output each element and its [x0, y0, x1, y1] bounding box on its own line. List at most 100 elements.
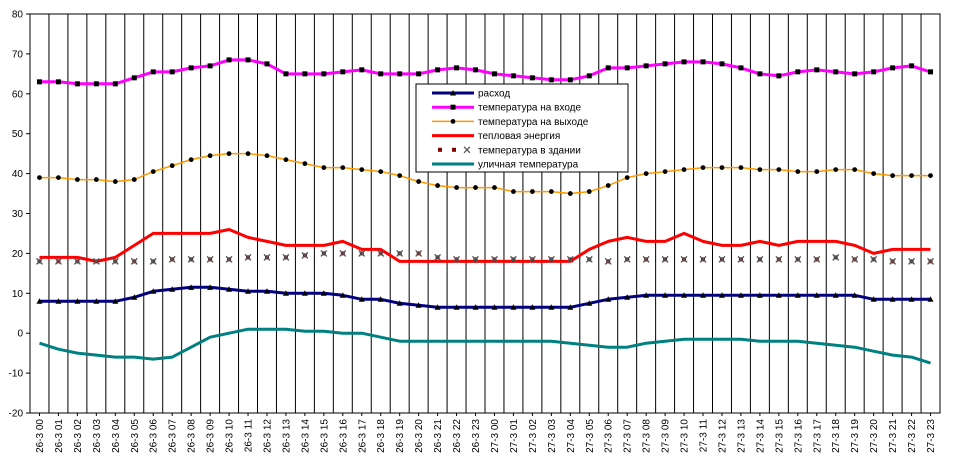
data-point	[889, 257, 897, 265]
data-point	[131, 177, 137, 182]
data-point	[55, 79, 61, 85]
data-point	[852, 167, 858, 173]
x-tick-label: 27-3 20	[869, 419, 880, 453]
data-point	[453, 304, 460, 310]
data-point	[642, 255, 650, 263]
x-tick-label: 26-3 00	[35, 419, 46, 453]
data-point	[871, 69, 877, 75]
x-tick-label: 26-3 07	[168, 419, 179, 453]
x-tick-label: 26-3 05	[130, 419, 141, 453]
data-point	[605, 65, 611, 71]
data-point	[851, 292, 858, 298]
data-point	[415, 249, 423, 257]
x-tick-label: 26-3 20	[414, 419, 425, 453]
series-2	[37, 151, 933, 196]
legend-swatch	[438, 147, 442, 152]
x-tick-label: 26-3 02	[73, 419, 84, 453]
y-tick-label: 80	[12, 10, 24, 21]
data-point	[794, 292, 801, 298]
data-point	[74, 177, 80, 182]
data-point	[909, 63, 915, 69]
data-point	[757, 167, 763, 173]
data-point	[301, 251, 309, 259]
data-point	[321, 165, 327, 171]
data-point	[586, 73, 592, 79]
series-line	[39, 228, 931, 263]
data-point	[700, 59, 706, 65]
legend-item: температура в здании	[438, 145, 581, 156]
data-point	[339, 249, 347, 257]
series-line	[39, 327, 931, 365]
data-point	[283, 71, 289, 77]
legend-swatch	[452, 147, 456, 152]
data-point	[624, 175, 630, 180]
x-tick-label: 26-3 10	[225, 419, 236, 453]
data-point	[528, 255, 536, 263]
data-point	[832, 292, 839, 298]
data-point	[339, 292, 346, 298]
data-point	[245, 288, 252, 294]
data-point	[188, 284, 195, 290]
x-tick-label: 27-3 04	[566, 419, 577, 453]
data-point	[207, 284, 214, 290]
legend-label: тепловая энергия	[478, 131, 560, 142]
data-point	[131, 75, 137, 81]
data-point	[358, 249, 366, 257]
data-point	[776, 167, 782, 173]
data-point	[150, 288, 157, 294]
data-point	[168, 255, 176, 263]
data-point	[662, 292, 669, 298]
series-4	[36, 249, 934, 265]
y-tick-label: 0	[17, 329, 23, 340]
data-point	[112, 81, 118, 87]
data-point	[397, 173, 403, 178]
data-point	[244, 253, 252, 261]
x-tick-label: 27-3 09	[661, 419, 672, 453]
legend-label: температура на входе	[478, 103, 582, 114]
data-point	[435, 67, 441, 73]
data-point	[150, 169, 156, 175]
data-point	[358, 296, 365, 302]
data-point	[566, 255, 574, 263]
series-line	[39, 152, 931, 195]
series-1	[36, 57, 934, 87]
data-point	[112, 298, 119, 304]
data-point	[908, 257, 916, 265]
legend-marker	[450, 104, 456, 110]
data-point	[718, 292, 725, 298]
data-point	[302, 71, 308, 77]
data-point	[605, 183, 611, 188]
data-point	[454, 185, 459, 190]
data-point	[188, 157, 194, 163]
legend-label: расход	[478, 89, 510, 100]
data-point	[73, 257, 81, 265]
data-point	[890, 65, 896, 71]
data-point	[814, 169, 820, 175]
data-point	[397, 71, 403, 77]
y-tick-label: 30	[12, 209, 24, 220]
data-point	[263, 253, 271, 261]
data-point	[908, 296, 915, 302]
data-point	[36, 257, 43, 265]
data-point	[699, 255, 707, 263]
data-point	[624, 65, 630, 71]
data-point	[737, 255, 745, 263]
data-point	[169, 286, 176, 292]
data-point	[320, 249, 328, 257]
data-point	[282, 253, 290, 261]
data-point	[529, 304, 536, 310]
data-point	[112, 179, 118, 184]
data-point	[548, 77, 554, 83]
data-point	[643, 292, 650, 298]
data-point	[473, 185, 478, 190]
data-point	[567, 191, 573, 196]
legend-item: уличная температура	[432, 160, 579, 171]
data-point	[434, 304, 441, 310]
y-tick-label: 40	[12, 169, 24, 180]
data-point	[567, 304, 574, 310]
data-point	[662, 169, 668, 175]
data-point	[207, 153, 213, 159]
data-point	[870, 296, 877, 302]
data-point	[529, 75, 535, 81]
